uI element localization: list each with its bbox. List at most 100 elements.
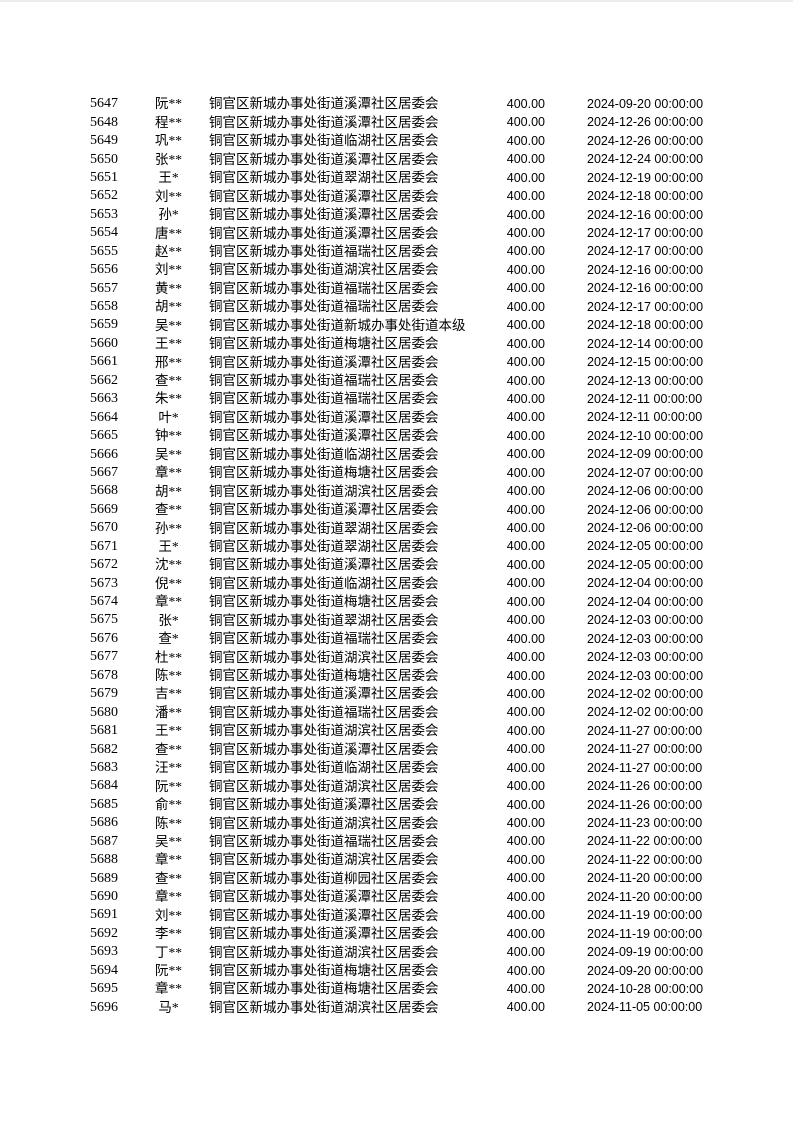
row-name-cell: 王** xyxy=(155,723,182,739)
row-name-cell: 邢** xyxy=(155,354,182,370)
row-id-cell: 5659 xyxy=(90,317,118,333)
row-name-cell: 刘** xyxy=(155,188,182,204)
row-org-cell: 铜官区新城办事处街道湖滨社区居委会 xyxy=(209,649,439,665)
row-date-cell: 2024-12-04 00:00:00 xyxy=(587,594,704,609)
table-row: 5650 张** 铜官区新城办事处街道溪潭社区居委会 400.00 2024-12-24… xyxy=(0,150,793,168)
row-org-cell: 铜官区新城办事处街道福瑞社区居委会 xyxy=(209,280,439,296)
table-row: 5666 吴** 铜官区新城办事处街道临湖社区居委会 400.00 2024-12-09… xyxy=(0,445,793,463)
row-date-cell: 2024-12-13 00:00:00 xyxy=(587,373,704,388)
row-date-cell: 2024-11-26 00:00:00 xyxy=(587,797,703,812)
row-id-cell: 5661 xyxy=(90,354,118,370)
row-amount-cell: 400.00 xyxy=(506,539,545,554)
row-org-cell: 铜官区新城办事处街道溪潭社区居委会 xyxy=(209,797,439,813)
table-row: 5665 钟** 铜官区新城办事处街道溪潭社区居委会 400.00 2024-12-10… xyxy=(0,427,793,445)
row-name-cell: 黄** xyxy=(155,280,182,296)
row-amount-cell: 400.00 xyxy=(506,170,545,185)
row-id-cell: 5656 xyxy=(90,262,118,278)
row-amount-cell: 400.00 xyxy=(506,945,545,960)
table-row: 5649 巩** 铜官区新城办事处街道临湖社区居委会 400.00 2024-12-26… xyxy=(0,132,793,150)
row-name-cell: 汪** xyxy=(155,760,182,776)
table-row: 5670 孙** 铜官区新城办事处街道翠湖社区居委会 400.00 2024-12-06… xyxy=(0,519,793,537)
row-date-cell: 2024-12-16 00:00:00 xyxy=(587,262,704,277)
row-amount-cell: 400.00 xyxy=(506,760,545,775)
table-row: 5685 俞** 铜官区新城办事处街道溪潭社区居委会 400.00 2024-11-26… xyxy=(0,796,793,814)
row-amount-cell: 400.00 xyxy=(506,816,545,831)
row-id-cell: 5667 xyxy=(90,464,118,480)
row-org-cell: 铜官区新城办事处街道福瑞社区居委会 xyxy=(209,373,439,389)
payment-table: 5647 阮** 铜官区新城办事处街道溪潭社区居委会 400.00 2024-09-20… xyxy=(0,95,793,1017)
row-id-cell: 5654 xyxy=(90,225,118,241)
table-row: 5694 阮** 铜官区新城办事处街道梅塘社区居委会 400.00 2024-09-20… xyxy=(0,962,793,980)
row-date-cell: 2024-12-03 00:00:00 xyxy=(587,631,704,646)
row-amount-cell: 400.00 xyxy=(506,576,545,591)
row-date-cell: 2024-12-17 00:00:00 xyxy=(587,226,704,241)
row-date-cell: 2024-12-04 00:00:00 xyxy=(587,576,704,591)
row-amount-cell: 400.00 xyxy=(506,926,545,941)
row-org-cell: 铜官区新城办事处街道梅塘社区居委会 xyxy=(209,336,439,352)
row-org-cell: 铜官区新城办事处街道湖滨社区居委会 xyxy=(209,778,439,794)
row-name-cell: 吴** xyxy=(155,446,182,462)
row-name-cell: 唐** xyxy=(155,225,182,241)
row-org-cell: 铜官区新城办事处街道湖滨社区居委会 xyxy=(209,815,439,831)
row-org-cell: 铜官区新城办事处街道临湖社区居委会 xyxy=(209,575,439,591)
row-org-cell: 铜官区新城办事处街道湖滨社区居委会 xyxy=(209,944,439,960)
row-id-cell: 5691 xyxy=(90,907,118,923)
row-amount-cell: 400.00 xyxy=(506,189,545,204)
row-date-cell: 2024-12-05 00:00:00 xyxy=(587,539,704,554)
row-id-cell: 5670 xyxy=(90,520,118,536)
row-amount-cell: 400.00 xyxy=(506,594,545,609)
row-name-cell: 阮** xyxy=(155,963,182,979)
table-row: 5682 查** 铜官区新城办事处街道溪潭社区居委会 400.00 2024-11-27… xyxy=(0,740,793,758)
row-date-cell: 2024-12-11 00:00:00 xyxy=(587,410,703,425)
row-date-cell: 2024-10-28 00:00:00 xyxy=(587,981,704,996)
row-date-cell: 2024-12-10 00:00:00 xyxy=(587,428,704,443)
row-name-cell: 吴** xyxy=(155,833,182,849)
row-id-cell: 5678 xyxy=(90,667,118,683)
row-id-cell: 5684 xyxy=(90,778,118,794)
row-id-cell: 5658 xyxy=(90,299,118,315)
row-id-cell: 5657 xyxy=(90,280,118,296)
row-amount-cell: 400.00 xyxy=(506,631,545,646)
row-date-cell: 2024-12-07 00:00:00 xyxy=(587,465,704,480)
row-amount-cell: 400.00 xyxy=(506,336,545,351)
row-amount-cell: 400.00 xyxy=(506,797,545,812)
row-amount-cell: 400.00 xyxy=(506,465,545,480)
row-id-cell: 5679 xyxy=(90,686,118,702)
row-org-cell: 铜官区新城办事处街道福瑞社区居委会 xyxy=(209,391,439,407)
table-row: 5676 查* 铜官区新城办事处街道福瑞社区居委会 400.00 2024-12-03 … xyxy=(0,630,793,648)
row-date-cell: 2024-12-03 00:00:00 xyxy=(587,668,704,683)
row-org-cell: 铜官区新城办事处街道翠湖社区居委会 xyxy=(209,612,439,628)
row-amount-cell: 400.00 xyxy=(506,428,545,443)
table-row: 5669 查** 铜官区新城办事处街道溪潭社区居委会 400.00 2024-12-06… xyxy=(0,501,793,519)
row-id-cell: 5668 xyxy=(90,483,118,499)
row-amount-cell: 400.00 xyxy=(506,852,545,867)
row-id-cell: 5680 xyxy=(90,704,118,720)
table-row: 5688 章** 铜官区新城办事处街道湖滨社区居委会 400.00 2024-11-22… xyxy=(0,851,793,869)
table-row: 5654 唐** 铜官区新城办事处街道溪潭社区居委会 400.00 2024-12-17… xyxy=(0,224,793,242)
row-id-cell: 5693 xyxy=(90,944,118,960)
row-name-cell: 吉** xyxy=(155,686,182,702)
row-id-cell: 5649 xyxy=(90,133,118,149)
row-amount-cell: 400.00 xyxy=(506,705,545,720)
row-date-cell: 2024-09-20 00:00:00 xyxy=(587,96,704,111)
row-amount-cell: 400.00 xyxy=(506,373,545,388)
row-org-cell: 铜官区新城办事处街道梅塘社区居委会 xyxy=(209,465,439,481)
row-amount-cell: 400.00 xyxy=(506,207,545,222)
row-date-cell: 2024-12-26 00:00:00 xyxy=(587,133,704,148)
row-date-cell: 2024-12-15 00:00:00 xyxy=(587,355,704,370)
row-date-cell: 2024-11-27 00:00:00 xyxy=(587,760,703,775)
table-row: 5653 孙* 铜官区新城办事处街道溪潭社区居委会 400.00 2024-12-16 … xyxy=(0,206,793,224)
row-amount-cell: 400.00 xyxy=(506,981,545,996)
row-date-cell: 2024-11-27 00:00:00 xyxy=(587,723,703,738)
row-id-cell: 5671 xyxy=(90,538,118,554)
row-org-cell: 铜官区新城办事处街道梅塘社区居委会 xyxy=(209,981,439,997)
row-name-cell: 王* xyxy=(158,538,179,554)
row-id-cell: 5650 xyxy=(90,151,118,167)
row-org-cell: 铜官区新城办事处街道溪潭社区居委会 xyxy=(209,907,439,923)
row-name-cell: 马* xyxy=(158,999,179,1015)
row-date-cell: 2024-12-24 00:00:00 xyxy=(587,152,704,167)
row-amount-cell: 400.00 xyxy=(506,226,545,241)
row-id-cell: 5666 xyxy=(90,446,118,462)
row-id-cell: 5662 xyxy=(90,372,118,388)
table-row: 5675 张* 铜官区新城办事处街道翠湖社区居委会 400.00 2024-12-03 … xyxy=(0,611,793,629)
